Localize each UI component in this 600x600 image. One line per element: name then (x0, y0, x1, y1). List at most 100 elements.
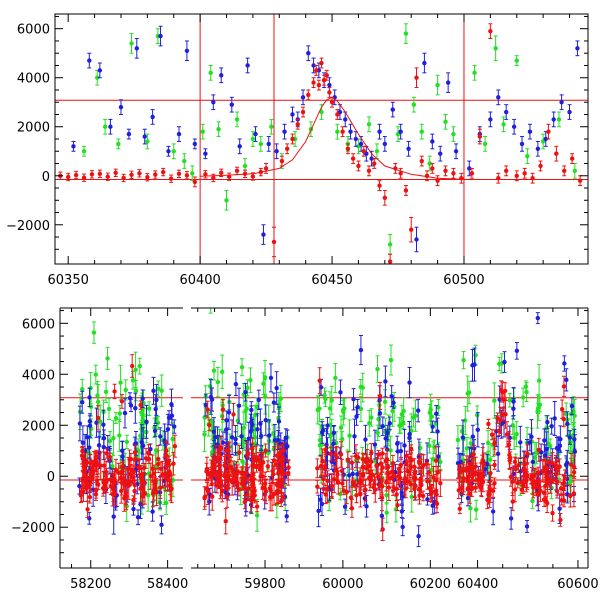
bottom-seg2-green-point-64-marker (390, 408, 395, 414)
top-red-point-51 (382, 189, 388, 206)
bottom-seg2-blue-point-4 (352, 418, 357, 454)
top-red-point-45-marker (350, 156, 356, 161)
bottom-seg1-red-point-37-marker (256, 458, 262, 463)
top-red-point-62-marker (443, 168, 448, 174)
bottom-seg2-red-point-1 (328, 446, 333, 462)
bottom-seg1-red-point-55-marker (220, 488, 225, 494)
bottom-seg1-red-point-108-marker (209, 474, 214, 479)
bottom-seg0-blue-point-63-marker (159, 522, 164, 528)
top-red-point-56 (409, 216, 414, 243)
bottom-seg0-green-point-42 (159, 374, 164, 407)
bottom-seg1-red-point-73-marker (250, 493, 255, 498)
bottom-seg0-blue-point-63 (159, 515, 164, 535)
bottom-seg0-green-point-44-marker (110, 464, 115, 469)
top-blue-point-6-marker (134, 46, 139, 51)
bottom-seg1-red-point-109-marker (275, 453, 280, 458)
bottom-seg1-blue-point-48 (258, 421, 264, 451)
top-blue-point-56 (504, 104, 509, 120)
bottom-seg0-red-point-136-marker (146, 456, 152, 462)
bottom-seg0-green-point-29 (111, 420, 116, 457)
bottom-seg0-blue-point-37-marker (140, 444, 145, 449)
bottom-seg1-blue-point-72-marker (226, 410, 232, 415)
bottom-seg1-red-point-132-marker (224, 494, 230, 500)
bottom-seg2-red-point-11 (369, 443, 374, 463)
top-blue-point-20 (253, 126, 258, 142)
bottom-seg2-red-point-24-marker (404, 453, 409, 459)
top-green-point-44-marker (556, 117, 562, 122)
top-red-point-67 (488, 23, 493, 40)
top-red-point-49 (372, 158, 377, 169)
bottom-seg2-blue-point-63-marker (430, 424, 435, 429)
bottom-seg0-red-point-100-marker (87, 494, 93, 500)
top-red-point-48-marker (366, 168, 372, 174)
bottom-seg1-red-point-45-marker (258, 474, 263, 479)
top-red-point-58-marker (419, 158, 424, 164)
bottom-seg1-blue-point-41-marker (236, 403, 242, 408)
top-red-point-72-marker (530, 176, 535, 181)
bottom-seg0-green-point-55-marker (124, 439, 130, 445)
bottom-seg1-green-point-28-marker (254, 513, 260, 518)
bottom-seg2-blue-point-36 (407, 366, 412, 399)
bottom-seg0-blue-point-61 (101, 409, 106, 440)
top-blue-point-59 (527, 123, 533, 140)
bottom-seg1-red-point-91 (263, 443, 268, 458)
bottom-seg2-blue-point-33-marker (383, 379, 388, 384)
bottom-seg0-red-point-90-marker (116, 470, 121, 475)
bottom-seg2-red-point-26-marker (322, 466, 328, 472)
bottom-seg0-red-point-105-marker (112, 476, 117, 482)
bottom-seg2-blue-point-73-marker (358, 347, 364, 353)
bottom-seg2-blue-point-72 (383, 429, 388, 448)
bottom-seg1-red-point-95 (216, 444, 222, 456)
bottom-seg2-blue-point-55-marker (316, 508, 321, 514)
bottom-seg1-red-point-54-marker (245, 492, 250, 497)
bottom-seg0-blue-point-2 (122, 397, 128, 429)
bottom-seg2-green-point-70-marker (427, 410, 432, 415)
top-ytick-label-2: 2000 (17, 121, 50, 136)
bottom-seg2-green-point-52 (411, 407, 416, 428)
bottom-seg1-blue-point-24-marker (263, 417, 268, 423)
bottom-seg0-red-point-125-marker (164, 477, 170, 482)
bottom-seg0-red-point-132 (91, 461, 96, 481)
bottom-seg0-green-point-55 (124, 434, 130, 449)
bottom-seg1-red-point-94 (213, 464, 218, 486)
top-green-point-36-marker (451, 131, 456, 137)
top-blue-point-1 (87, 52, 92, 69)
bottom-seg0-red-point-108 (129, 465, 135, 475)
bottom-seg2-green-point-9 (375, 424, 380, 441)
top-green-point-4 (129, 33, 134, 54)
bottom-seg2-green-point-55 (397, 417, 402, 435)
bottom-seg1-red-point-131-marker (270, 472, 276, 477)
bottom-seg0-red-point-60-marker (93, 488, 99, 493)
bottom-seg1-red-point-11 (223, 508, 228, 535)
bottom-seg0-green-point-69-marker (80, 386, 85, 392)
bottom-seg0-red-point-115 (155, 458, 161, 470)
top-red-point-33 (306, 89, 311, 101)
bottom-seg2-red-point-38 (321, 474, 326, 484)
bottom-seg2-green-point-18-marker (401, 408, 406, 414)
bottom-seg1-red-point-121-marker (239, 470, 244, 475)
bottom-seg0-red-point-113-marker (140, 494, 145, 499)
top-red-point-51-marker (382, 195, 388, 201)
bottom-seg2-green-point-56-marker (375, 366, 380, 372)
top-red-point-54-marker (398, 171, 403, 176)
bottom-seg0-green-point-18-marker (106, 406, 112, 412)
bottom-seg2-red-point-47-marker (384, 480, 389, 485)
top-blue-point-16-marker (219, 73, 224, 78)
bottom-seg1-blue-point-13-marker (276, 437, 281, 443)
bottom-seg1-red-point-117-marker (218, 479, 223, 485)
top-red-point-70 (514, 170, 519, 182)
top-model-curve (200, 96, 465, 180)
bottom-seg1-red-point-61 (205, 400, 210, 419)
bottom-seg1-red-point-61-marker (205, 407, 210, 412)
bottom-seg0-green-point-31-marker (146, 406, 152, 411)
bottom-seg0-red-point-100 (87, 490, 93, 504)
bottom-seg0-red-point-43 (143, 447, 149, 469)
top-red-point-77-marker (569, 156, 575, 161)
bottom-seg0-green-point-11 (117, 418, 122, 452)
top-red-point-1-marker (65, 174, 71, 180)
bottom-seg0-blue-point-26 (144, 404, 149, 439)
top-blue-point-41 (377, 123, 382, 140)
bottom-seg2-green-point-2-marker (327, 406, 333, 411)
top-red-point-50-marker (377, 183, 382, 188)
bottom-seg1-red-point-115 (210, 482, 215, 511)
